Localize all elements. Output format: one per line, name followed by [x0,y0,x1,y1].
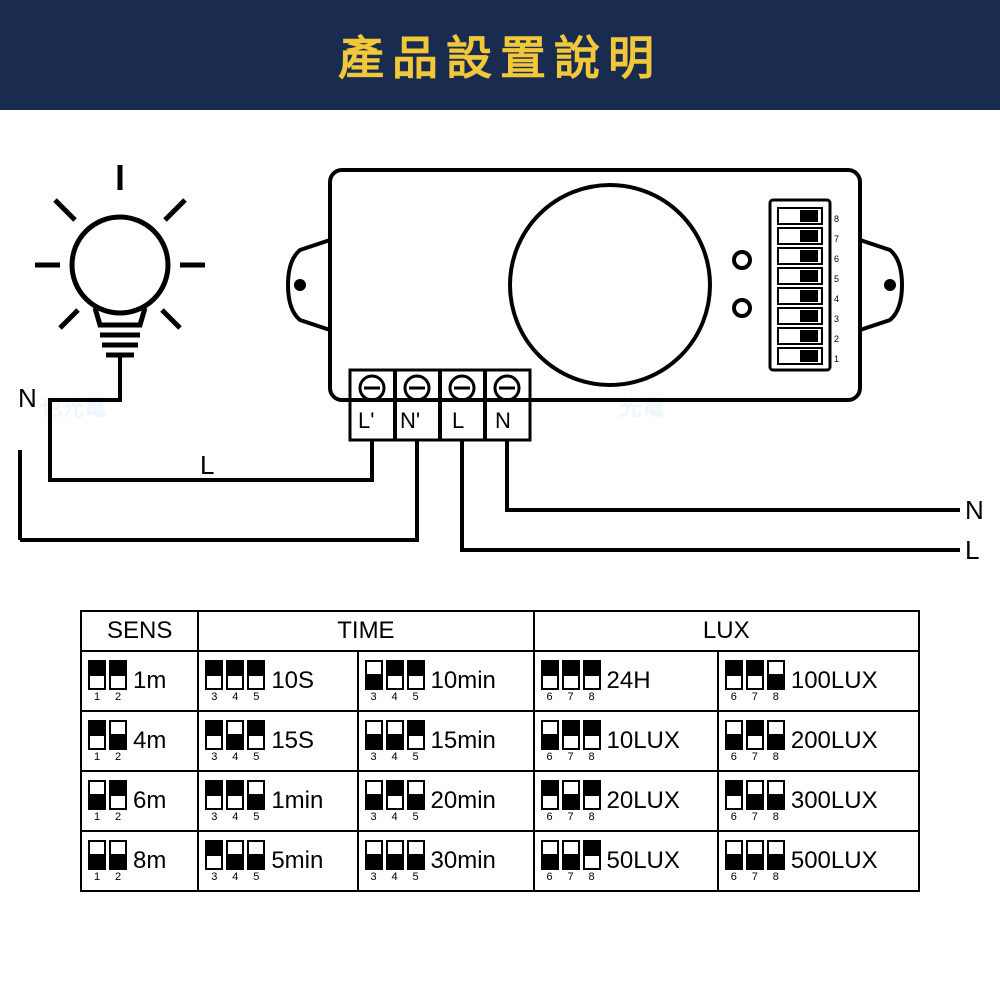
wiring-diagram: 也光電 光電 [0,110,1000,590]
table-row: 1 2 1m 3 4 5 10S 3 4 5 10min [81,651,919,711]
svg-text:2: 2 [834,334,839,344]
dip-settings-table: SENS TIME LUX 1 2 1m 3 4 5 10S 3 [80,610,920,892]
terminal-n: N [495,408,511,434]
svg-text:5: 5 [834,274,839,284]
bulb-n-label: N [18,383,37,414]
svg-text:6: 6 [834,254,839,264]
terminal-n-prime: N' [400,408,420,434]
terminal-l: L [452,408,464,434]
svg-text:8: 8 [834,214,839,224]
bulb-l-label: L [200,450,214,481]
page-title: 產品設置說明 [338,22,662,88]
th-time: TIME [198,611,533,651]
terminal-l-prime: L' [358,408,374,434]
diagram-svg: 1 2 3 4 5 6 7 8 [0,110,1000,590]
svg-text:1: 1 [834,354,839,364]
th-sens: SENS [81,611,198,651]
power-n-label: N [965,495,984,526]
table-row: 1 2 6m 3 4 5 1min 3 4 5 20min [81,771,919,831]
table-row: 1 2 8m 3 4 5 5min 3 4 5 30min [81,831,919,891]
table-row: 1 2 4m 3 4 5 15S 3 4 5 15min [81,711,919,771]
th-lux: LUX [534,611,920,651]
svg-text:3: 3 [834,314,839,324]
svg-text:7: 7 [834,234,839,244]
svg-text:4: 4 [834,294,839,304]
power-l-label: L [965,535,979,566]
header-bar: 產品設置說明 [0,0,1000,110]
